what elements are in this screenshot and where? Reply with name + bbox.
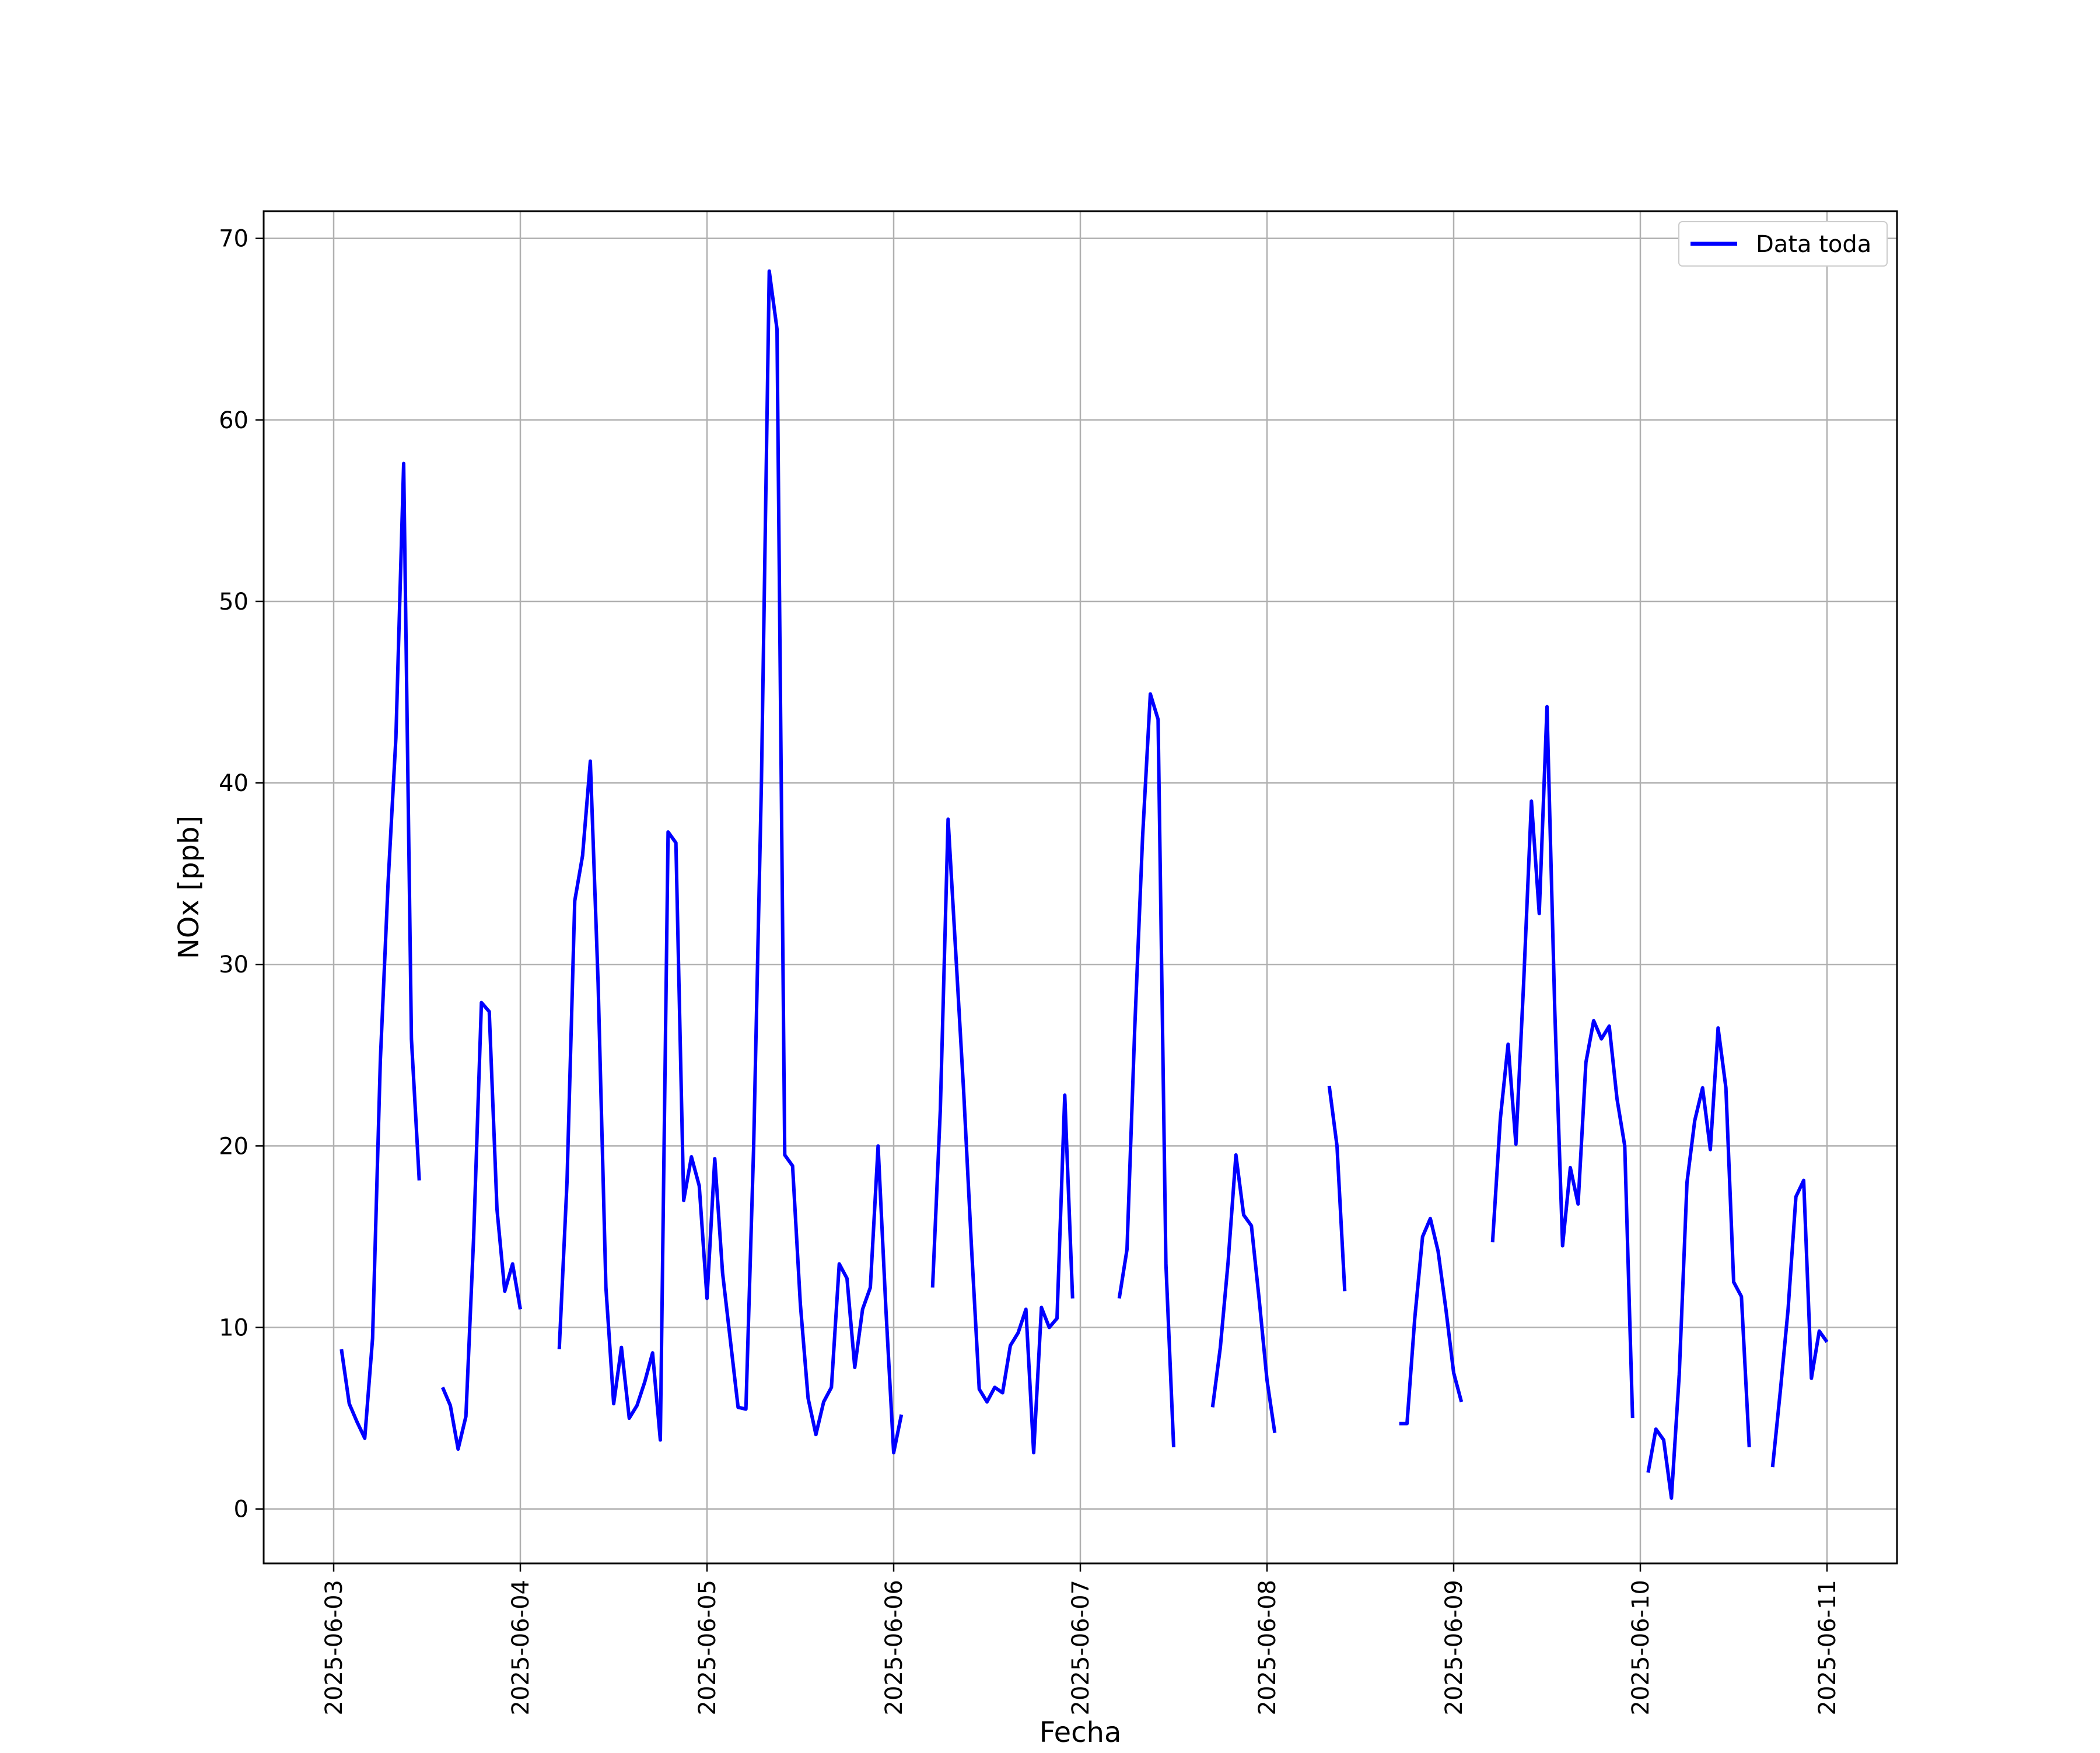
legend-label: Data toda [1756,231,1871,258]
series-line-segment [930,817,1074,1455]
series-line-segment [557,269,904,1455]
series-line-segment [1210,1153,1277,1433]
series-line-segment [1646,1026,1751,1500]
grid-lines [264,211,1897,1563]
legend: Data toda [1678,221,1888,267]
x-tick-label: 2025-06-05 [694,1580,721,1715]
x-tick-label: 2025-06-03 [321,1580,348,1715]
series-line-segment [1327,1086,1347,1292]
y-tick-label: 30 [219,951,249,978]
x-tick-label: 2025-06-10 [1628,1580,1654,1715]
series-line-segment [1117,692,1175,1448]
y-tick-label: 70 [219,226,249,253]
series-line-segment [440,1000,522,1451]
series-line-segment [1490,705,1634,1419]
y-tick-label: 50 [219,589,249,615]
y-tick-label: 60 [219,407,249,434]
legend-box [1678,221,1888,267]
y-axis-label: NOx [ppb] [173,816,205,959]
x-tick-label: 2025-06-08 [1254,1580,1281,1715]
y-tick-label: 10 [219,1315,249,1342]
series-line-segment [1399,1216,1464,1426]
y-tick-label: 40 [219,770,249,797]
series-lines [340,269,1829,1500]
x-tick-label: 2025-06-06 [881,1580,908,1715]
x-axis-label: Fecha [1040,1716,1122,1749]
series-line-segment [1770,1178,1829,1468]
y-tick-label: 20 [219,1133,249,1160]
y-tick-label: 0 [234,1496,249,1523]
series-line-segment [340,461,421,1440]
x-tick-label: 2025-06-07 [1068,1580,1094,1715]
axis-ticks: 0 10 20 30 40 50 60 70 2025-06-03 2025-06-04 2025-… [219,226,1841,1716]
x-tick-label: 2025-06-04 [508,1580,534,1715]
x-tick-label: 2025-06-11 [1814,1580,1841,1715]
x-tick-label: 2025-06-09 [1441,1580,1468,1715]
